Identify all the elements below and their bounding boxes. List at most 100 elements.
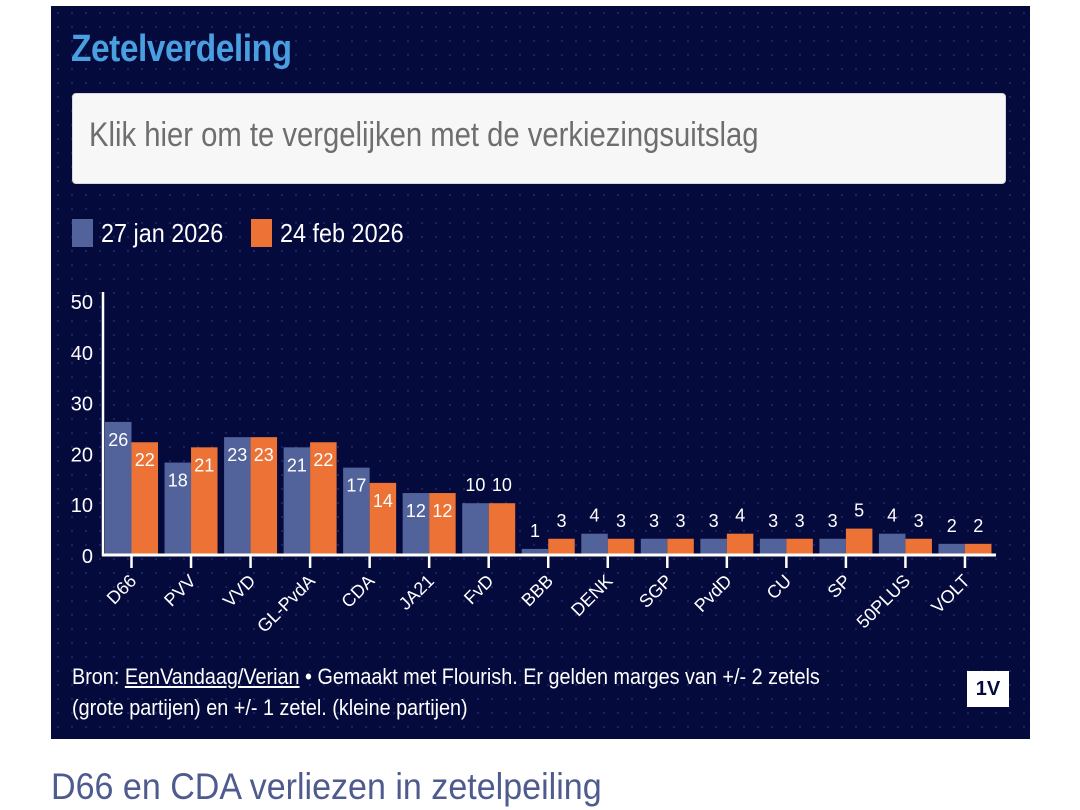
legend-item-series-2[interactable]: 24 feb 2026: [250, 217, 417, 249]
data-label: 17: [346, 476, 366, 496]
data-label: 3: [676, 511, 686, 531]
x-tick-label: PVV: [160, 571, 200, 611]
bar-sp-series-2: [845, 528, 873, 554]
bar-50plus-series-1: [878, 533, 906, 554]
x-tick-label: CDA: [337, 571, 378, 612]
y-tick-label: 10: [71, 495, 93, 517]
data-label: 10: [492, 475, 512, 495]
chart-footer: Bron: EenVandaag/Verian • Gemaakt met Fl…: [72, 661, 828, 723]
data-label: 3: [768, 511, 778, 531]
bar-volt-series-1: [938, 543, 965, 554]
data-label: 12: [432, 501, 452, 521]
data-label: 4: [887, 506, 897, 526]
compare-election-button[interactable]: Klik hier om te vergelijken met de verki…: [72, 93, 1006, 184]
bar-gl-pvda-series-1: [283, 447, 311, 554]
data-label: 2: [947, 516, 957, 536]
bar-cda-series-1: [343, 467, 370, 554]
legend-label-series-2: 24 feb 2026: [279, 217, 404, 248]
data-label: 3: [828, 511, 838, 531]
y-tick-label: 20: [71, 444, 93, 466]
x-tick-label: SGP: [635, 571, 676, 612]
x-tick-label: VOLT: [927, 571, 973, 617]
y-tick-label: 50: [71, 292, 93, 314]
bar-cu-series-2: [786, 538, 813, 554]
data-label: 22: [135, 450, 155, 470]
bar-vvd-series-1: [224, 437, 251, 554]
data-label: 3: [556, 511, 566, 531]
x-tick-label: GL-PvdA: [253, 571, 319, 637]
bar-cu-series-1: [759, 538, 787, 554]
bar-pvv-series-1: [164, 462, 192, 554]
data-label: 18: [168, 471, 188, 491]
bar-ja21-series-2: [429, 493, 456, 554]
bar-sgp-series-2: [667, 538, 694, 554]
data-label: 4: [735, 506, 745, 526]
x-tick-label: VVD: [219, 571, 259, 611]
bar-50plus-series-2: [905, 538, 932, 554]
source-prefix: Bron:: [72, 664, 125, 689]
bar-sgp-series-1: [640, 538, 668, 554]
data-label: 1: [530, 521, 540, 541]
bar-fvd-series-2: [488, 503, 516, 554]
legend-swatch-series-1: [72, 219, 93, 247]
data-label: 3: [914, 511, 924, 531]
data-label: 3: [616, 511, 626, 531]
data-label: 22: [313, 450, 333, 470]
data-label: 26: [108, 430, 128, 450]
data-label: 3: [709, 511, 719, 531]
x-tick-label: SP: [824, 571, 855, 602]
data-label: 4: [590, 506, 600, 526]
data-label: 21: [194, 455, 214, 475]
bar-d66-series-1: [105, 421, 132, 554]
x-tick-label: D66: [103, 571, 140, 608]
bar-ja21-series-1: [402, 493, 430, 554]
bar-sp-series-1: [819, 538, 846, 554]
legend-label-series-1: 27 jan 2026: [101, 217, 224, 248]
data-label: 23: [227, 445, 247, 465]
footer-text-line2: (grote partijen) en +/- 1 zetel. (kleine…: [72, 695, 468, 720]
data-label: 10: [465, 475, 485, 495]
chart-title: Zetelverdeling: [71, 28, 292, 70]
bar-bbb-series-2: [548, 538, 575, 554]
legend-swatch-series-2: [250, 219, 272, 247]
bar-vvd-series-2: [250, 437, 278, 554]
data-label: 14: [373, 491, 393, 511]
source-link[interactable]: EenVandaag/Verian: [124, 664, 300, 689]
x-tick-label: 50PLUS: [853, 571, 915, 633]
article-headline: D66 en CDA verliezen in zetelpeiling: [51, 766, 602, 807]
eenvandaag-logo[interactable]: 1V: [967, 671, 1009, 707]
y-tick-label: 30: [71, 394, 93, 416]
data-label: 23: [254, 445, 274, 465]
bar-fvd-series-1: [462, 503, 489, 554]
bar-d66-series-2: [131, 442, 158, 554]
data-label: 3: [795, 511, 805, 531]
bar-pvdd-series-1: [700, 538, 727, 554]
y-tick-label: 0: [82, 546, 93, 568]
x-tick-label: BBB: [517, 571, 557, 611]
y-tick-label: 40: [71, 343, 93, 365]
data-label: 21: [287, 455, 307, 475]
bar-pvdd-series-2: [726, 533, 754, 554]
bar-gl-pvda-series-2: [310, 442, 337, 554]
footer-text-line1: • Gemaakt met Flourish. Er gelden marges…: [299, 664, 820, 689]
legend: 27 jan 2026 24 feb 2026: [72, 218, 431, 248]
data-label: 3: [649, 511, 659, 531]
bar-denk-series-1: [581, 533, 608, 554]
data-label: 2: [973, 516, 983, 536]
bar-volt-series-2: [964, 543, 992, 554]
x-tick-label: FvD: [460, 571, 497, 608]
data-label: 12: [406, 501, 426, 521]
bar-pvv-series-2: [191, 447, 218, 554]
data-label: 5: [854, 501, 864, 521]
bar-bbb-series-1: [521, 548, 549, 554]
x-tick-label: CU: [763, 571, 796, 604]
chart-panel: Zetelverdeling Klik hier om te vergelijk…: [51, 6, 1030, 739]
x-tick-label: DENK: [567, 571, 617, 621]
bar-denk-series-2: [607, 538, 635, 554]
x-tick-label: JA21: [395, 571, 438, 614]
bar-cda-series-2: [369, 482, 397, 554]
compare-election-button-label: Klik hier om te vergelijken met de verki…: [89, 116, 759, 154]
x-tick-label: PvdD: [690, 571, 735, 616]
legend-item-series-1[interactable]: 27 jan 2026: [72, 218, 237, 249]
